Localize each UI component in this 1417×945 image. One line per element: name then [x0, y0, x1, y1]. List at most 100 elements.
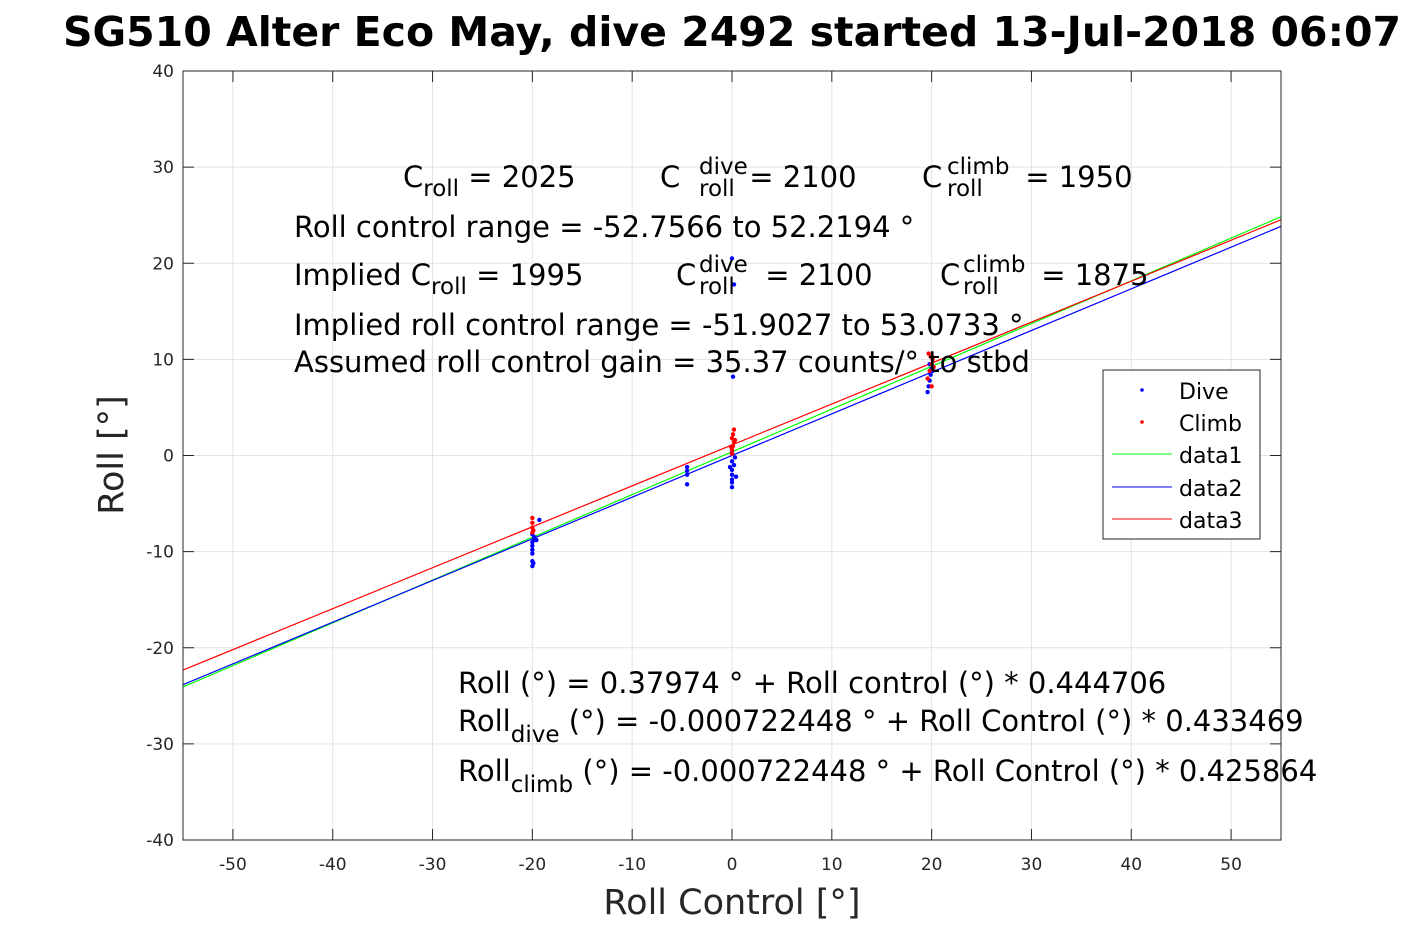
x-tick-label: 0	[727, 855, 738, 875]
legend-dive-label: Dive	[1179, 380, 1229, 405]
x-tick-label: -10	[618, 855, 646, 875]
legend: Dive Climb data1 data2 data3	[1102, 369, 1261, 540]
x-tick-label: -20	[518, 855, 546, 875]
y-tick-label: 10	[152, 350, 174, 370]
x-tick-label: -50	[219, 855, 247, 875]
plot-area: -50 -40 -30 -20 -10 0 10 20 30 40 50 -40 -30 -20 -10 0 1…	[146, 62, 1282, 875]
eq-dive-rest: (°) = -0.000722448 ° + Roll Control (°) …	[559, 704, 1303, 738]
implied-c-climb-base: C	[940, 258, 960, 292]
legend-data1-label: data1	[1179, 444, 1243, 469]
axis-ticks: -50 -40 -30 -20 -10 0 10 20 30 40 50 -40 -30 -20 -10 0 1…	[146, 62, 1281, 875]
data-point-climb	[931, 364, 936, 370]
data-point-dive	[537, 517, 542, 523]
y-tick-label: -40	[146, 831, 174, 851]
implied-c-climb-sub: roll	[963, 274, 999, 300]
c-roll-sub: roll	[423, 176, 459, 202]
data-point-climb	[732, 437, 738, 443]
y-tick-label: 40	[152, 62, 174, 82]
data-point-dive	[684, 464, 690, 470]
c-climb-base: C	[922, 160, 942, 194]
legend-climb-marker	[1140, 420, 1144, 424]
x-tick-label: 20	[921, 855, 943, 875]
x-axis-label: Roll Control [°]	[603, 883, 860, 923]
data-point-dive	[729, 485, 735, 490]
annotation-implied-range: Implied roll control range = -51.9027 to…	[294, 308, 1024, 342]
c-roll-base: C	[403, 160, 423, 194]
implied-c-roll-sub: roll	[431, 274, 467, 300]
data-point-climb	[729, 451, 735, 456]
c-dive-base: C	[660, 160, 680, 194]
implied-c-climb-sup: climb	[963, 252, 1025, 278]
data-point-dive	[729, 477, 735, 482]
data-point-dive	[729, 459, 735, 464]
annotation-dive-equation: Rolldive (°) = -0.000722448 ° + Roll Con…	[458, 704, 1304, 748]
x-tick-label: -30	[419, 855, 447, 875]
data-point-climb	[927, 368, 932, 374]
annotation-roll-control-range: Roll control range = -52.7566 to 52.2194…	[294, 210, 914, 244]
data-point-dive	[731, 282, 737, 287]
legend-data3-label: data3	[1179, 509, 1243, 534]
legend-dive-marker	[1140, 388, 1144, 392]
annotation-climb-equation: Rollclimb (°) = -0.000722448 ° + Roll Co…	[458, 754, 1317, 798]
data-point-dive	[731, 462, 737, 468]
x-tick-label: 50	[1220, 855, 1242, 875]
data-point-dive	[530, 547, 535, 552]
chart-title: SG510 Alter Eco May, dive 2492 started 1…	[63, 8, 1401, 56]
c-dive-value: = 2100	[740, 160, 857, 194]
data-point-dive	[534, 537, 539, 543]
c-dive-sub: roll	[699, 176, 735, 202]
data-point-climb	[531, 528, 536, 533]
x-tick-label: 10	[821, 855, 843, 875]
data-point-dive	[531, 560, 536, 566]
data-point-dive	[732, 455, 738, 460]
c-climb-sup: climb	[947, 154, 1009, 180]
data-point-dive	[925, 389, 930, 395]
y-tick-label: 20	[152, 254, 174, 274]
data-point-dive	[530, 551, 535, 556]
data-point-climb	[929, 384, 934, 389]
implied-c-roll-prefix: Implied C	[294, 258, 431, 292]
data-point-dive	[684, 482, 690, 487]
legend-data2-label: data2	[1179, 477, 1243, 502]
data-point-climb	[728, 444, 734, 450]
data-point-dive	[730, 374, 736, 379]
data-point-climb	[926, 351, 931, 356]
data-point-dive	[684, 468, 690, 474]
implied-c-climb-value: = 1875	[1032, 258, 1149, 292]
data-point-climb	[530, 520, 535, 525]
c-roll-value: = 2025	[459, 160, 576, 194]
eq-climb-rest: (°) = -0.000722448 ° + Roll Control (°) …	[573, 754, 1317, 788]
data-points	[530, 256, 936, 569]
eq-dive-sub: dive	[511, 722, 560, 748]
c-climb-sub: roll	[947, 176, 983, 202]
data-point-climb	[731, 427, 737, 432]
implied-c-dive-sup: dive	[699, 252, 748, 278]
x-tick-label: 30	[1021, 855, 1043, 875]
annotation-control-gain: Assumed roll control gain = 35.37 counts…	[294, 345, 1030, 379]
data-point-dive	[733, 474, 739, 479]
data-point-climb	[925, 376, 930, 381]
x-tick-label: 40	[1120, 855, 1142, 875]
data-point-dive	[727, 464, 733, 470]
c-dive-sup: dive	[699, 154, 748, 180]
y-tick-label: -20	[146, 639, 174, 659]
implied-c-roll-value: = 1995	[467, 258, 584, 292]
implied-c-dive-sub: roll	[699, 274, 735, 300]
eq-climb-base: Roll	[458, 754, 511, 788]
c-climb-value: = 1950	[1016, 160, 1133, 194]
data-point-dive	[928, 372, 933, 377]
y-tick-label: 30	[152, 158, 174, 178]
y-tick-label: 0	[163, 447, 174, 467]
data-point-climb	[530, 515, 535, 521]
y-tick-label: -10	[146, 543, 174, 563]
data-point-dive	[684, 472, 690, 477]
legend-climb-label: Climb	[1179, 412, 1242, 437]
y-axis-label: Roll [°]	[92, 395, 132, 515]
data-point-dive	[729, 256, 735, 261]
data-point-climb	[730, 432, 736, 437]
annotation-fit-equation: Roll (°) = 0.37974 ° + Roll control (°) …	[458, 666, 1166, 700]
data-point-dive	[729, 472, 735, 477]
